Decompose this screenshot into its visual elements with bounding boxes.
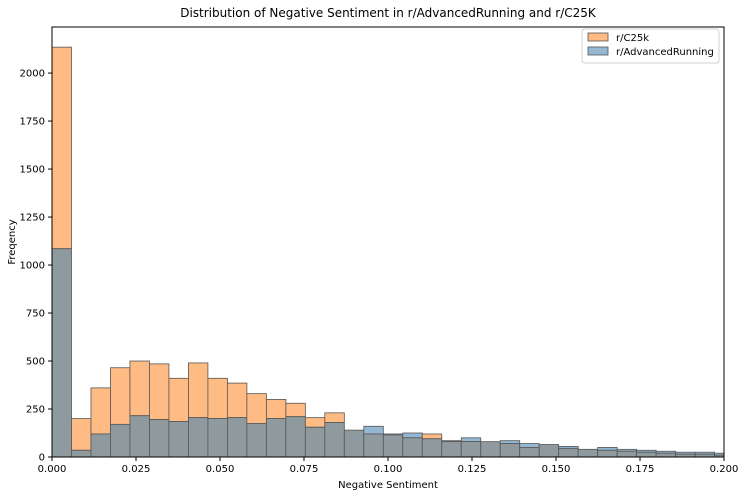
y-tick-label: 2000: [20, 69, 45, 80]
chart-title: Distribution of Negative Sentiment in r/…: [180, 6, 597, 20]
legend-swatch: [587, 32, 609, 42]
x-axis-label: Negative Sentiment: [338, 480, 438, 491]
histogram-bar-overlap: [480, 441, 501, 457]
histogram-bar-upper: [519, 443, 540, 448]
histogram-bar-upper: [597, 447, 618, 451]
histogram-bar-overlap: [343, 429, 365, 457]
histogram-bar-upper: [207, 377, 228, 420]
histogram-bar-overlap: [714, 454, 724, 457]
histogram-bar-overlap: [558, 447, 579, 457]
plot-frame: [51, 26, 725, 458]
y-tick-label: 1000: [20, 261, 45, 272]
histogram-bar-upper: [246, 393, 267, 424]
histogram-bar-overlap: [597, 449, 618, 457]
histogram-bar-upper: [460, 437, 482, 443]
y-axis: 0 250 500 750 1000 1250 1500 1750 2000: [20, 69, 52, 464]
histogram-bar-upper: [226, 382, 248, 419]
histogram-bar-upper: [421, 433, 443, 440]
y-axis-label: Freqency: [7, 219, 18, 264]
histogram-bar-overlap: [402, 437, 423, 457]
legend-swatch: [587, 46, 609, 56]
histogram-bar-upper: [363, 425, 384, 435]
histogram-bar-upper: [71, 418, 92, 451]
x-tick-label: 0.075: [290, 464, 319, 475]
histogram-bar-overlap: [655, 452, 677, 457]
histogram-bar-upper: [90, 387, 111, 435]
histogram-bar-upper: [52, 46, 72, 250]
y-tick-label: 250: [26, 405, 45, 416]
histogram-bar-overlap: [110, 423, 131, 457]
x-axis: 0.000 0.025 0.050 0.075 0.100 0.125 0.150 0.175…: [38, 457, 739, 475]
x-tick-label: 0.100: [374, 464, 403, 475]
histogram-bar-overlap: [577, 448, 599, 457]
histogram-bar-overlap: [363, 433, 384, 457]
x-tick-label: 0.200: [710, 464, 739, 475]
legend-entry-label: r/C25k: [616, 33, 649, 44]
histogram-bar-overlap: [246, 423, 267, 457]
histogram-bar-overlap: [188, 417, 209, 457]
histogram-bar-overlap: [285, 416, 306, 457]
histogram-bar-overlap: [207, 418, 228, 457]
x-tick-label: 0.025: [122, 464, 151, 475]
histogram-bar-overlap: [265, 418, 287, 457]
histogram-bar-overlap: [636, 451, 657, 457]
histogram-bar-overlap: [149, 419, 170, 457]
histogram-bar-overlap: [90, 433, 111, 457]
histogram-bar-overlap: [226, 417, 248, 457]
histogram-bar-upper: [285, 402, 306, 418]
histogram-bar-overlap: [499, 443, 521, 457]
histogram-bar-upper: [265, 399, 287, 420]
histogram-bar-upper: [188, 362, 209, 419]
histogram-bar-overlap: [168, 421, 189, 457]
x-tick-label: 0.175: [626, 464, 655, 475]
legend-entry-label: r/AdvancedRunning: [616, 47, 714, 58]
y-tick-label: 1500: [20, 165, 45, 176]
histogram-bar-upper: [714, 452, 724, 456]
x-tick-label: 0.125: [458, 464, 487, 475]
histogram-bar-overlap: [71, 449, 92, 457]
histogram-bar-overlap: [616, 450, 638, 457]
histogram-bar-upper: [168, 377, 189, 422]
histogram-bar-overlap: [52, 248, 72, 457]
histogram-bar-upper: [149, 363, 170, 420]
bars-layer: [52, 46, 724, 457]
histogram-bar-upper: [304, 417, 326, 428]
x-tick-label: 0.050: [206, 464, 235, 475]
histogram-bar-upper: [499, 440, 521, 444]
legend-box: [581, 28, 720, 64]
y-tick-label: 750: [26, 309, 45, 320]
histogram-bar-overlap: [538, 444, 560, 457]
histogram-bar-upper: [324, 412, 345, 423]
histogram-bar-upper: [110, 367, 131, 425]
histogram-bar-overlap: [304, 426, 326, 457]
histogram-bar-upper: [402, 432, 423, 439]
histogram-bar-overlap: [324, 422, 345, 457]
x-tick-label: 0.000: [38, 464, 67, 475]
histogram-bar-overlap: [441, 441, 462, 457]
histogram-bar-upper: [129, 360, 150, 417]
legend: r/C25k r/AdvancedRunning: [581, 28, 720, 64]
histogram-bar-overlap: [460, 441, 482, 457]
x-tick-label: 0.150: [542, 464, 571, 475]
histogram-bar-overlap: [382, 434, 404, 457]
histogram-bar-overlap: [421, 438, 443, 457]
y-tick-label: 1250: [20, 213, 45, 224]
histogram-bar-overlap: [519, 447, 540, 457]
y-tick-label: 0: [39, 453, 45, 464]
y-tick-label: 1750: [20, 117, 45, 128]
histogram-bar-overlap: [129, 415, 150, 457]
y-tick-label: 500: [26, 357, 45, 368]
